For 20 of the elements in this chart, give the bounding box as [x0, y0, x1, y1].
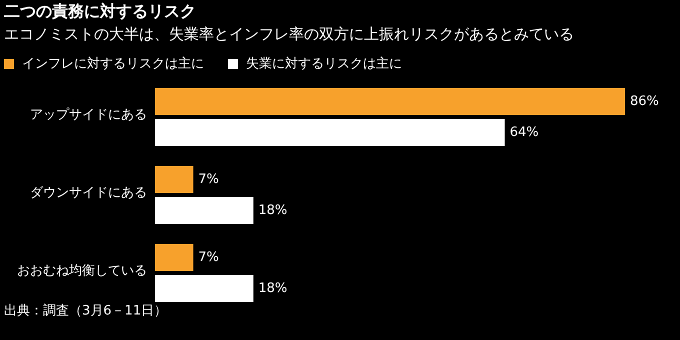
y-tick-label: ダウンサイドにある	[30, 186, 147, 201]
bar	[155, 88, 625, 115]
bar	[155, 197, 254, 224]
y-tick-label: おおむね均衡している	[17, 264, 147, 279]
y-tick-label: アップサイドにある	[30, 108, 147, 123]
data-label: 18%	[258, 281, 288, 296]
data-label: 7%	[198, 250, 219, 266]
data-label: 86%	[630, 94, 659, 110]
annotation: 出典：調査（3月6－11日）	[4, 304, 168, 319]
bar	[155, 244, 194, 271]
data-label: 64%	[510, 125, 539, 140]
bar	[155, 275, 254, 302]
data-label: 18%	[258, 203, 288, 218]
bar	[155, 119, 505, 146]
legend-label: インフレに対するリスクは主に	[22, 56, 204, 72]
data-label: 7%	[198, 172, 219, 188]
legend-label: 失業に対するリスクは主に	[246, 56, 402, 72]
bar	[155, 166, 194, 193]
chart-title: 二つの責務に対するリスク	[4, 1, 196, 20]
chart-subtitle: エコノミストの大半は、失業率とインフレ率の双方に上振れリスクがあるとみている	[4, 25, 574, 44]
